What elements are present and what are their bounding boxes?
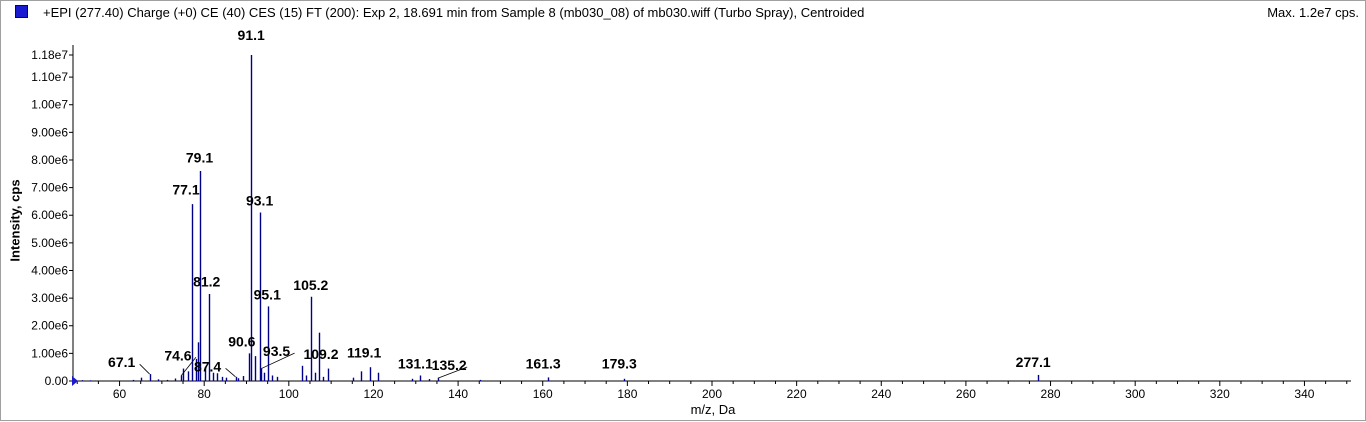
series-legend-swatch[interactable] — [15, 5, 28, 18]
x-tick-label: 180 — [617, 387, 637, 401]
max-intensity-label: Max. 1.2e7 cps. — [1267, 5, 1359, 20]
y-tick-label: 6.00e6 — [31, 208, 68, 222]
peak-label: 93.5 — [263, 343, 290, 359]
peak-label: 277.1 — [1016, 354, 1051, 370]
y-tick-label: 8.00e6 — [31, 153, 68, 167]
x-axis-label: m/z, Da — [690, 402, 736, 417]
x-tick-label: 120 — [363, 387, 383, 401]
x-tick-label: 340 — [1294, 387, 1314, 401]
x-tick-label: 240 — [871, 387, 891, 401]
x-tick-label: 320 — [1210, 387, 1230, 401]
peak-label: 119.1 — [347, 345, 381, 361]
peak-label: 93.1 — [246, 193, 273, 209]
peak-label-leader — [261, 352, 295, 369]
x-tick-label: 260 — [956, 387, 976, 401]
peak-label: 161.3 — [526, 356, 561, 372]
y-tick-label: 9.00e6 — [31, 125, 68, 139]
y-tick-label: 4.00e6 — [31, 263, 68, 277]
peak-label: 179.3 — [602, 356, 637, 372]
y-tick-label: 1.10e7 — [31, 70, 68, 84]
x-tick-label: 280 — [1041, 387, 1061, 401]
peak-label: 67.1 — [108, 354, 135, 370]
peak-label: 77.1 — [172, 182, 199, 198]
peak-label-leader — [139, 363, 150, 375]
spectrum-title: +EPI (277.40) Charge (+0) CE (40) CES (1… — [43, 5, 865, 20]
y-tick-label: 0.00 — [45, 374, 69, 388]
peak-label: 135.2 — [432, 357, 467, 373]
y-tick-label: 1.00e6 — [31, 346, 68, 360]
y-tick-label: 1.00e7 — [31, 98, 68, 112]
x-tick-label: 200 — [702, 387, 722, 401]
peak-label: 91.1 — [238, 27, 265, 43]
peak-label: 79.1 — [186, 150, 213, 166]
x-tick-label: 60 — [113, 387, 127, 401]
peak-label-leader — [181, 357, 197, 376]
peak-label: 74.6 — [164, 347, 191, 363]
peak-label: 81.2 — [193, 274, 220, 290]
y-tick-label: 5.00e6 — [31, 236, 68, 250]
x-tick-label: 100 — [279, 387, 299, 401]
peak-label: 87.4 — [194, 358, 221, 374]
peak-label: 131.1 — [398, 356, 433, 372]
y-tick-label: 1.18e7 — [31, 48, 68, 62]
y-tick-label: 3.00e6 — [31, 291, 68, 305]
peak-label: 105.2 — [293, 277, 328, 293]
x-tick-label: 300 — [1125, 387, 1145, 401]
axis-origin-marker-icon[interactable] — [72, 376, 78, 386]
y-tick-label: 7.00e6 — [31, 181, 68, 195]
peak-label-leader — [437, 366, 468, 379]
peak-label-leader — [225, 368, 236, 378]
peak-label: 95.1 — [254, 287, 281, 303]
x-tick-label: 220 — [787, 387, 807, 401]
peak-label: 90.6 — [228, 333, 255, 349]
x-tick-label: 140 — [448, 387, 468, 401]
x-tick-label: 80 — [198, 387, 212, 401]
x-tick-label: 160 — [533, 387, 553, 401]
peak-label: 109.2 — [303, 346, 338, 362]
y-tick-label: 2.00e6 — [31, 319, 68, 333]
